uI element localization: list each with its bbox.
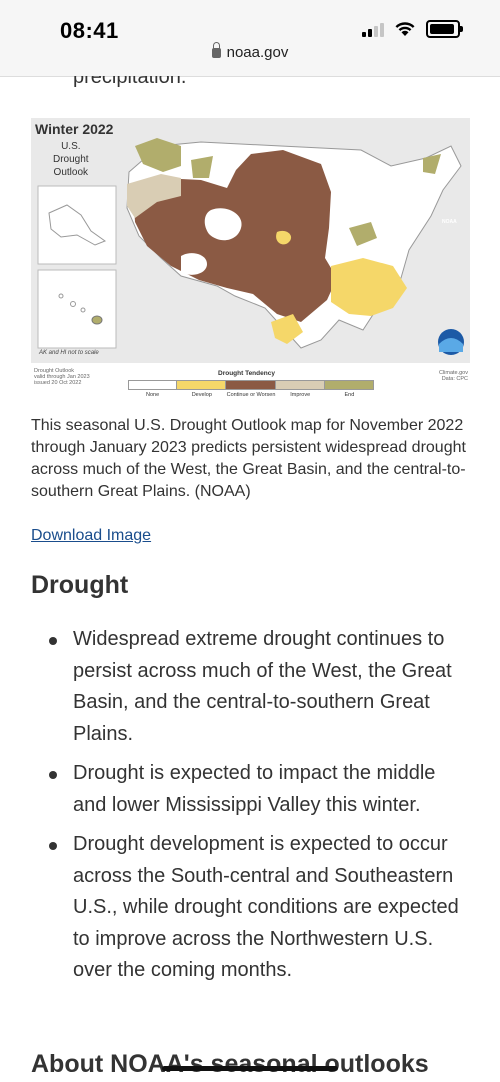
status-time: 08:41 (60, 18, 119, 43)
home-indicator[interactable] (162, 1066, 338, 1071)
legend-item-continue: Continue or Worsen (226, 380, 276, 398)
drought-outlook-map[interactable]: Winter 2022 U.S. Drought Outlook AK and … (31, 118, 470, 408)
status-bar: 08:41 noaa.gov (0, 0, 500, 76)
legend-item-improve: Improve (275, 380, 325, 398)
list-item: Drought is expected to impact the middle… (31, 758, 471, 821)
url-text: noaa.gov (226, 44, 289, 61)
lock-icon (211, 42, 221, 58)
legend-item-none: None (128, 380, 178, 398)
cellular-signal-icon (362, 21, 384, 37)
map-footer-left: Drought Outlook valid through Jan 2023 i… (34, 368, 90, 386)
scrolled-text-line: precipitation. (73, 66, 187, 88)
section-heading-about: About NOAA's seasonal outlooks (31, 1050, 429, 1078)
map-subtitle: U.S. Drought Outlook (53, 141, 89, 178)
map-title: Winter 2022 (35, 121, 114, 137)
noaa-logo: NOAA (442, 219, 457, 225)
wifi-icon (395, 22, 415, 36)
download-image-link[interactable]: Download Image (31, 527, 152, 544)
map-footer-right: Climate.gov Data: CPC (438, 370, 468, 382)
list-item: Drought development is expected to occur… (31, 829, 471, 987)
map-graphic (31, 118, 470, 363)
legend-item-develop: Develop (177, 380, 227, 398)
status-icons (362, 20, 463, 38)
legend-item-end: End (324, 380, 375, 398)
section-heading-drought: Drought (31, 571, 129, 599)
battery-icon (426, 20, 463, 38)
image-caption: This seasonal U.S. Drought Outlook map f… (31, 417, 466, 500)
inset-note: AK and HI not to scale (39, 350, 99, 356)
address-bar[interactable]: noaa.gov (0, 42, 500, 61)
legend: None Develop Continue or Worsen Improve … (128, 380, 375, 398)
drought-bullet-list: Widespread extreme drought continues to … (31, 624, 471, 995)
toolbar-divider (0, 76, 500, 77)
list-item: Widespread extreme drought continues to … (31, 624, 471, 750)
legend-title: Drought Tendency (218, 370, 275, 377)
